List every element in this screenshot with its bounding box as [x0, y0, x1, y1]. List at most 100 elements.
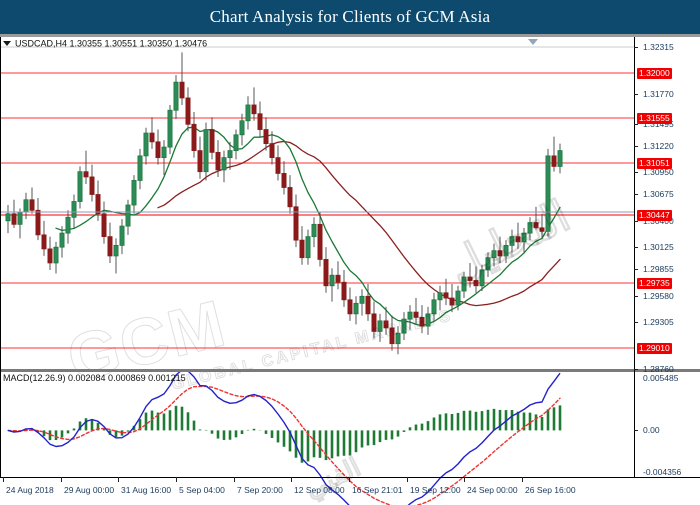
candle-body [413, 311, 419, 318]
candle-body [149, 132, 155, 143]
candle-body [137, 155, 143, 181]
candle-body [383, 320, 389, 329]
candle-body [227, 150, 233, 159]
candle-body [65, 216, 71, 234]
candle-body [371, 313, 377, 332]
time-axis-label: 29 Aug 00:00 [64, 485, 115, 495]
price-level-badge[interactable]: 1.29735 [637, 278, 672, 289]
candle-body [407, 311, 413, 320]
price-axis-tick [634, 172, 638, 173]
price-axis-tick [634, 221, 638, 222]
macd-axis-tick [634, 430, 638, 432]
candle-body [185, 97, 191, 125]
candle-body [473, 280, 479, 287]
time-axis-tick [118, 477, 119, 482]
price-level-badge[interactable]: 1.31051 [637, 158, 672, 169]
candle-body [281, 173, 287, 188]
price-axis-label: 1.32315 [643, 42, 674, 52]
candle-body [425, 313, 431, 327]
candle-body [47, 248, 53, 264]
candle-body [167, 109, 173, 148]
price-level-badge[interactable]: 1.31555 [637, 113, 672, 124]
time-axis-tick [3, 477, 4, 482]
candle-body [503, 244, 509, 257]
candle-body [113, 244, 119, 257]
time-axis-tick [61, 477, 62, 482]
price-axis-tick [634, 94, 638, 95]
price-level-badge[interactable]: 1.30447 [637, 210, 672, 221]
symbol-header[interactable]: USDCAD,H4 1.30355 1.30551 1.30350 1.3047… [3, 38, 207, 50]
price-axis-label: 1.30675 [643, 189, 674, 199]
candle-body [119, 225, 125, 246]
chevron-down-icon[interactable] [3, 41, 11, 47]
price-axis-label: 1.31770 [643, 89, 674, 99]
candle-body [35, 209, 41, 236]
current-price-line [0, 46, 634, 213]
candle-body [107, 236, 113, 257]
candle-body [263, 129, 269, 144]
candle-body [173, 81, 179, 111]
candle-body [209, 129, 215, 153]
price-axis-label: 1.30125 [643, 242, 674, 252]
candle-body [347, 299, 353, 315]
candle-body [365, 295, 371, 315]
candle-body [479, 269, 485, 287]
candle-body [491, 250, 497, 259]
candle-body [323, 259, 329, 287]
candle-body [293, 206, 299, 241]
candle-body [509, 236, 515, 246]
time-axis-tick [176, 477, 177, 482]
candlestick-series [5, 52, 563, 355]
candle-body [557, 150, 563, 167]
page-title: Chart Analysis for Clients of GCM Asia [209, 7, 491, 26]
candle-body [83, 171, 89, 178]
candle-body [101, 213, 107, 238]
price-pane [0, 46, 634, 355]
candle-body [305, 236, 311, 259]
price-axis-tick [634, 194, 638, 195]
candle-body [179, 81, 185, 99]
title-divider [0, 34, 700, 37]
candle-body [443, 292, 449, 299]
candle-body [29, 199, 35, 211]
horizontal-level-lines [0, 72, 634, 349]
candle-body [533, 222, 539, 229]
candle-body [89, 176, 95, 195]
candle-body [215, 151, 221, 171]
candle-body [155, 141, 161, 159]
candle-body [299, 239, 305, 259]
candle-body [455, 290, 461, 306]
chart-frame: GCM GLOBAL CAPITAL MARKETS التحليل الفني… [0, 37, 700, 505]
symbol-header-label: USDCAD,H4 1.30355 1.30551 1.30350 1.3047… [15, 38, 208, 49]
price-level-badge[interactable]: 1.32000 [637, 68, 672, 79]
candle-body [359, 295, 365, 304]
candle-body [161, 146, 167, 159]
time-axis-line [0, 477, 700, 478]
candle-body [245, 104, 251, 122]
candle-body [377, 320, 383, 332]
candle-body [329, 274, 335, 287]
candle-body [53, 246, 59, 264]
candle-body [59, 232, 65, 248]
candle-body [95, 194, 101, 215]
ma-fast-polyline [55, 126, 561, 327]
price-axis-tick [634, 47, 638, 48]
candle-body [131, 180, 137, 206]
moving-average-fast-line [55, 126, 561, 327]
candle-body [521, 232, 527, 243]
macd-main-line [7, 369, 561, 505]
price-axis-label: 1.30950 [643, 167, 674, 177]
candle-body [221, 157, 227, 171]
candle-body [203, 129, 209, 173]
candle-body [317, 223, 323, 260]
price-axis-tick [634, 124, 638, 125]
time-axis-label: 7 Sep 20:00 [237, 485, 283, 495]
candle-body [251, 104, 257, 115]
price-level-badge[interactable]: 1.29010 [637, 343, 672, 354]
candle-body [287, 187, 293, 208]
candle-body [11, 213, 17, 225]
price-axis-label: 1.30400 [643, 216, 674, 226]
time-axis-tick [464, 477, 465, 482]
candle-body [545, 155, 551, 232]
